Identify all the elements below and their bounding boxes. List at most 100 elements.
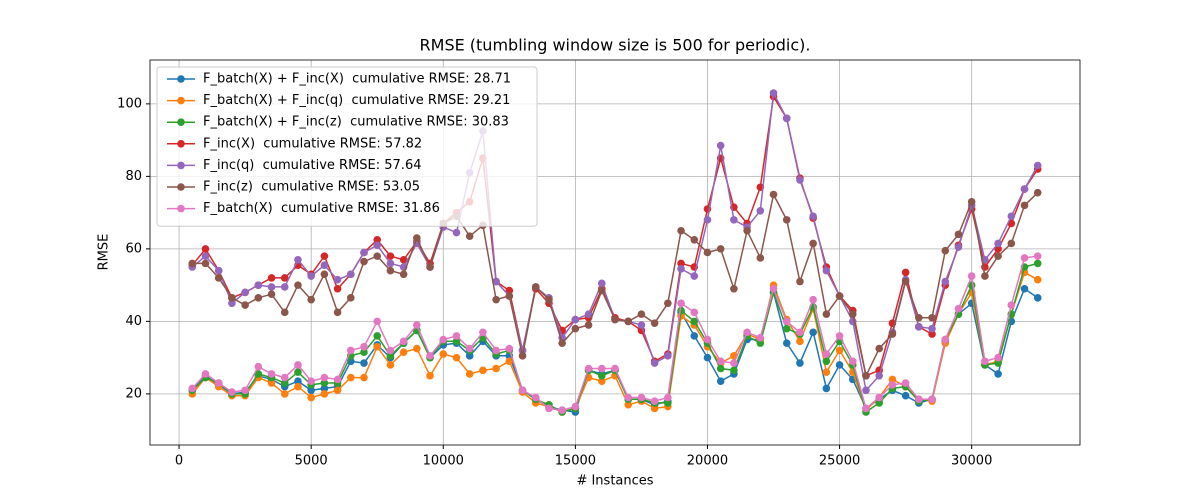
data-point xyxy=(928,395,936,404)
data-point xyxy=(1007,301,1016,309)
data-point xyxy=(333,308,342,317)
data-point xyxy=(320,390,329,398)
data-point xyxy=(426,352,434,360)
y-tick-label: 100 xyxy=(117,96,142,111)
data-point xyxy=(1007,239,1016,248)
data-point xyxy=(228,294,236,302)
data-point xyxy=(796,328,804,337)
data-point xyxy=(1020,254,1029,262)
data-point xyxy=(465,352,474,360)
data-point xyxy=(928,324,936,333)
data-point xyxy=(280,283,289,291)
data-point xyxy=(492,364,500,373)
data-point xyxy=(716,377,725,385)
x-tick-label: 10000 xyxy=(423,454,464,469)
data-point xyxy=(505,292,514,300)
data-point xyxy=(716,357,725,366)
data-point xyxy=(360,373,368,382)
legend-marker xyxy=(177,75,185,83)
data-point xyxy=(1033,188,1042,197)
data-point xyxy=(875,393,884,402)
data-point xyxy=(373,342,382,351)
data-point xyxy=(518,352,527,360)
data-point xyxy=(188,384,197,393)
data-point xyxy=(280,379,289,387)
data-point xyxy=(915,313,923,322)
data-point xyxy=(571,324,580,333)
data-point xyxy=(254,281,263,289)
data-point xyxy=(994,252,1002,260)
data-point xyxy=(703,335,712,344)
data-point xyxy=(994,239,1002,248)
data-point xyxy=(1007,212,1016,221)
data-point xyxy=(267,274,276,282)
data-point xyxy=(346,346,355,355)
data-point xyxy=(294,377,302,385)
data-point xyxy=(848,357,857,366)
data-point xyxy=(677,299,685,308)
legend-marker xyxy=(177,118,185,126)
data-point xyxy=(241,288,249,297)
series-line xyxy=(191,255,1038,411)
data-point xyxy=(320,252,329,260)
data-point xyxy=(492,295,500,304)
data-point xyxy=(307,295,315,304)
data-point xyxy=(386,252,395,260)
data-point xyxy=(307,272,315,280)
data-point xyxy=(730,359,738,367)
x-tick-label: 30000 xyxy=(951,454,992,469)
data-point xyxy=(822,310,831,318)
data-point xyxy=(505,286,514,295)
data-point xyxy=(267,283,276,291)
data-point xyxy=(782,216,791,224)
legend-marker xyxy=(177,183,185,191)
data-point xyxy=(571,402,580,411)
data-point xyxy=(915,323,923,331)
data-point xyxy=(716,364,725,373)
data-point xyxy=(901,379,910,387)
data-point xyxy=(730,366,738,375)
legend-label: F_batch(X) cumulative RMSE: 31.86 xyxy=(203,201,440,216)
data-point xyxy=(399,270,408,279)
data-point xyxy=(756,254,765,262)
data-point xyxy=(664,399,672,407)
data-point xyxy=(452,332,461,340)
data-point xyxy=(267,379,276,387)
data-point xyxy=(1020,201,1029,210)
data-point xyxy=(690,332,699,340)
x-tick-label: 20000 xyxy=(687,454,728,469)
data-point xyxy=(201,370,210,378)
data-point xyxy=(703,353,712,362)
data-point xyxy=(373,332,382,340)
data-point xyxy=(624,400,633,409)
data-point xyxy=(769,190,778,199)
y-tick-label: 20 xyxy=(125,386,142,401)
data-point xyxy=(280,390,289,398)
data-point xyxy=(399,337,408,346)
data-point xyxy=(782,317,791,326)
data-point xyxy=(703,248,712,257)
data-point xyxy=(690,236,699,244)
data-point xyxy=(201,245,210,253)
data-point xyxy=(452,337,461,346)
data-point xyxy=(531,393,540,402)
data-point xyxy=(597,377,606,385)
data-point xyxy=(809,295,817,304)
legend-marker xyxy=(177,140,185,148)
data-point xyxy=(465,232,474,240)
data-point xyxy=(479,328,487,337)
data-point xyxy=(479,366,487,375)
data-point xyxy=(941,277,950,286)
data-point xyxy=(782,324,791,333)
legend-label: F_inc(z) cumulative RMSE: 53.05 xyxy=(203,180,420,195)
data-point xyxy=(280,274,289,282)
data-point xyxy=(346,373,355,382)
data-point xyxy=(373,252,382,260)
data-point xyxy=(650,404,659,413)
data-point xyxy=(994,370,1002,378)
data-point xyxy=(254,362,263,371)
data-point xyxy=(690,317,699,326)
data-point xyxy=(426,263,434,271)
data-point xyxy=(386,361,395,369)
data-point xyxy=(254,294,263,302)
